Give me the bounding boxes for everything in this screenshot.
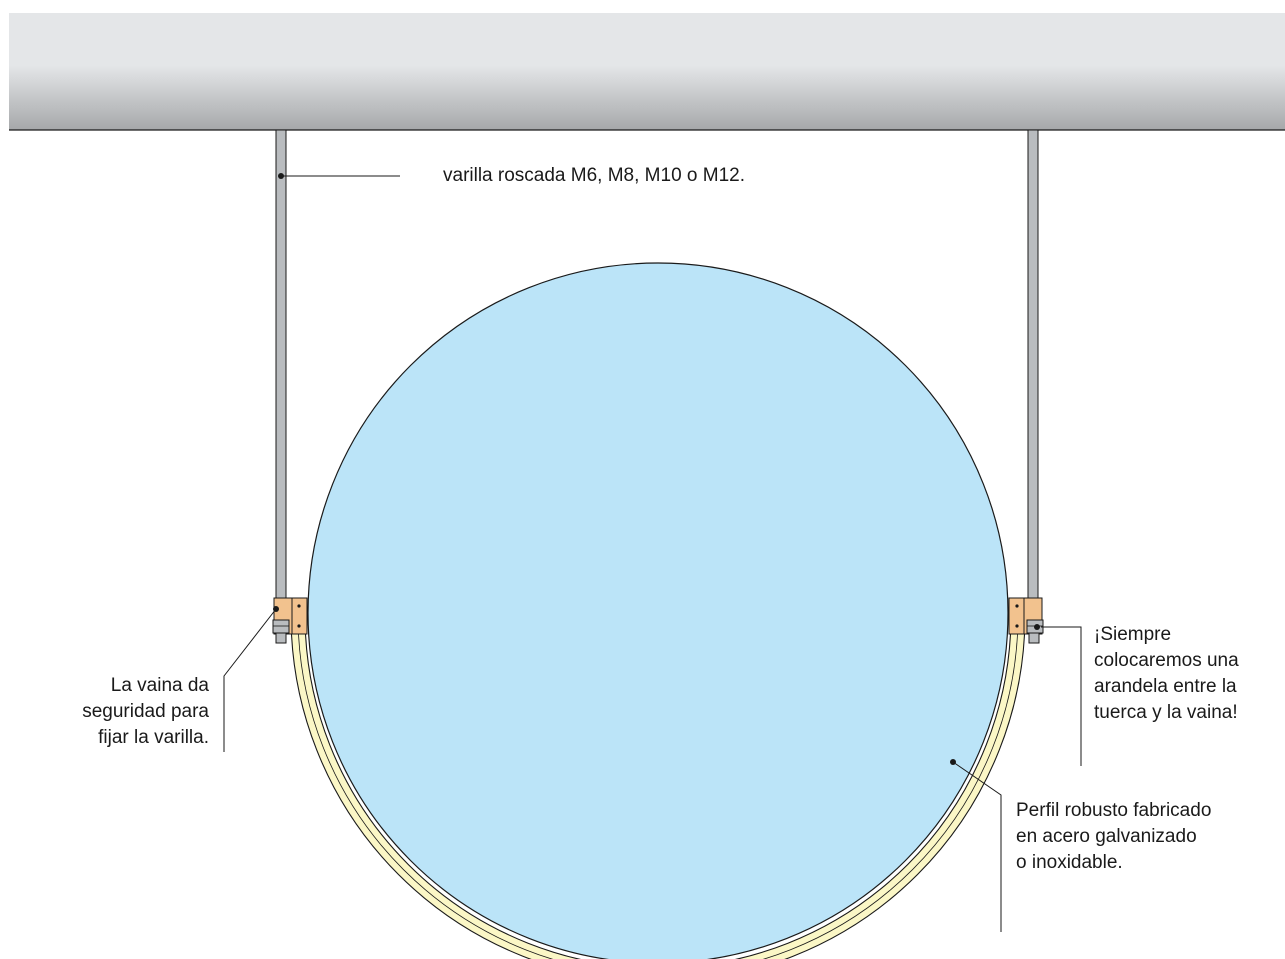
- label-washer-line-1: ¡Siempre: [1094, 624, 1172, 645]
- label-washer-line-2: colocaremos una: [1094, 650, 1239, 671]
- threaded-rod-right: [1027, 129, 1039, 599]
- label-profile-line-1: Perfil robusto fabricado: [1016, 800, 1212, 821]
- label-threaded-rod: varilla roscada M6, M8, M10 o M12.: [443, 163, 745, 189]
- leader-rod: [278, 173, 400, 179]
- label-washer-line-3: arandela entre la: [1094, 676, 1237, 697]
- label-sleeve-line-2: seguridad para: [82, 701, 209, 722]
- ceiling-slab: [9, 13, 1285, 130]
- leader-sleeve: [223, 606, 279, 752]
- label-sleeve: La vaina da seguridad para fijar la vari…: [40, 673, 209, 751]
- label-washer-line-4: tuerca y la vaina!: [1094, 702, 1238, 723]
- label-profile-line-3: o inoxidable.: [1016, 852, 1123, 873]
- nut-right: [1026, 619, 1044, 644]
- label-profile: Perfil robusto fabricado en acero galvan…: [1016, 798, 1211, 876]
- threaded-rod-left: [275, 129, 287, 599]
- leader-profile: [950, 759, 1002, 932]
- label-washer: ¡Siempre colocaremos una arandela entre …: [1094, 622, 1239, 726]
- label-profile-line-2: en acero galvanizado: [1016, 826, 1197, 847]
- leader-washer: [1034, 624, 1082, 766]
- circular-duct: [307, 262, 1009, 959]
- clamp-profile-inner-line: [297, 614, 1019, 959]
- label-threaded-rod-text: varilla roscada M6, M8, M10 o M12.: [443, 165, 746, 186]
- label-sleeve-line-3: fijar la varilla.: [98, 727, 209, 748]
- nut-left: [272, 619, 290, 644]
- label-sleeve-line-1: La vaina da: [110, 675, 209, 696]
